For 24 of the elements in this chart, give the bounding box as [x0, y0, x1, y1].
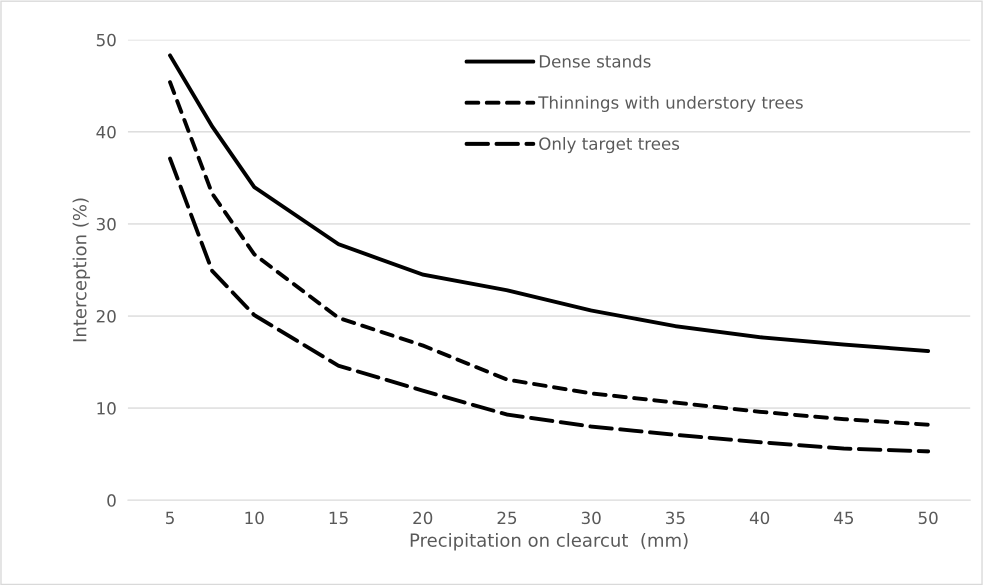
x-tick-label: 25: [498, 512, 516, 524]
x-tick-label: 45: [834, 512, 854, 524]
x-tick-label: 50: [918, 512, 938, 524]
y-tick-label: 50: [96, 34, 116, 46]
line-series: [168, 53, 930, 353]
x-tick-label: 30: [582, 512, 601, 524]
y-tick-label: 10: [97, 402, 116, 415]
y-axis-title: Interception (%): [72, 198, 90, 342]
x-tick-label: 35: [666, 512, 685, 524]
x-tick-label: 20: [413, 512, 432, 524]
y-tick-label: 40: [96, 126, 116, 138]
legend-label: Thinnings with understory trees: [538, 96, 803, 112]
y-tick-label: 20: [96, 310, 116, 323]
x-tick-label: 40: [750, 512, 770, 524]
legend-label: Only target trees: [539, 137, 680, 154]
x-axis-title: Precipitation on clearcut (mm): [410, 532, 688, 550]
legend-label: Dense stands: [540, 54, 651, 68]
y-tick-label: 30: [96, 218, 116, 231]
line-series: [168, 80, 930, 427]
line-series: [168, 156, 930, 454]
x-tick-label: 10: [245, 512, 264, 524]
x-tick-label: 15: [330, 512, 348, 524]
x-tick-label: 5: [166, 512, 174, 524]
y-tick-label: 0: [107, 494, 116, 507]
